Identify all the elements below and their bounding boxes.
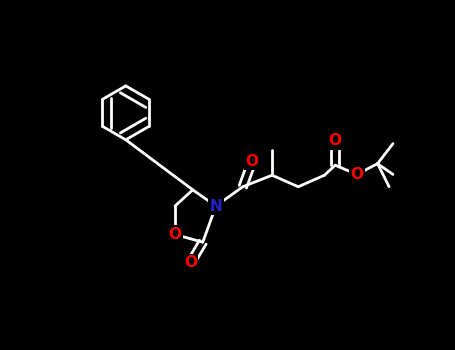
Text: O: O	[168, 227, 182, 242]
Text: O: O	[350, 167, 363, 182]
Text: O: O	[246, 154, 258, 169]
Text: O: O	[329, 133, 342, 148]
Text: N: N	[209, 198, 222, 214]
Text: O: O	[184, 256, 197, 271]
